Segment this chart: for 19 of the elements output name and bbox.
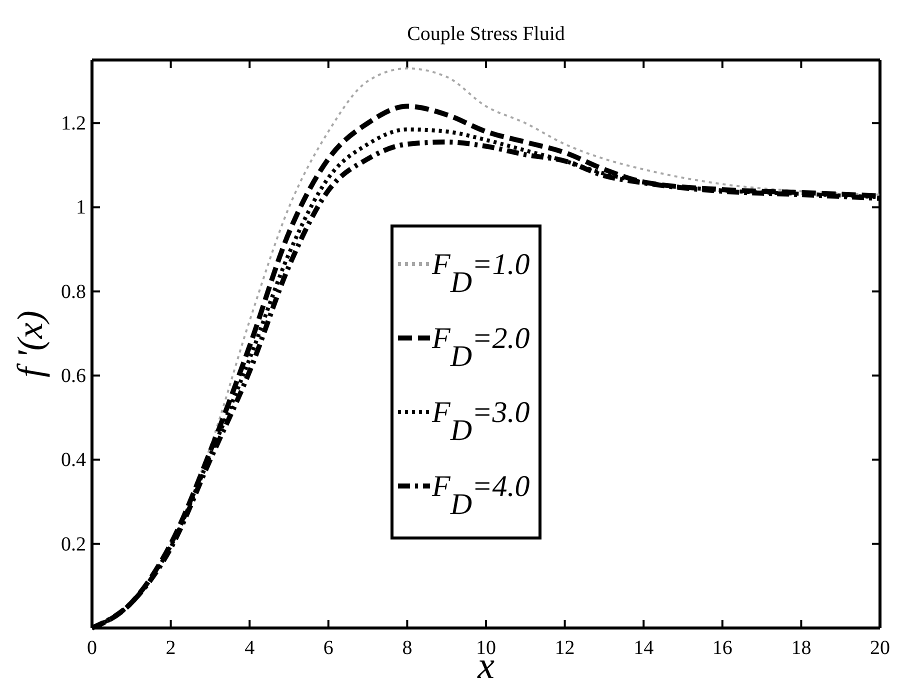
y-tick-label: 0.8 <box>61 280 86 303</box>
x-tick-label: 18 <box>791 637 812 660</box>
x-tick-label: 0 <box>87 637 97 660</box>
y-tick-label: 1.2 <box>61 112 86 135</box>
x-tick-label: 2 <box>166 637 176 660</box>
x-tick-label: 16 <box>712 637 732 660</box>
x-tick-label: 12 <box>554 637 575 660</box>
x-tick-label: 8 <box>402 637 412 660</box>
x-tick-label: 10 <box>476 637 496 660</box>
x-tick-label: 4 <box>244 637 255 660</box>
x-tick-label: 20 <box>870 637 890 660</box>
y-tick-label: 0.2 <box>61 533 86 556</box>
x-tick-label: 14 <box>634 637 654 660</box>
x-tick-label: 6 <box>323 637 334 660</box>
chart-title: Couple Stress Fluid <box>407 23 565 45</box>
y-tick-label: 0.6 <box>61 364 86 387</box>
y-axis-title: f '(x) <box>10 310 50 378</box>
y-tick-label: 1 <box>76 196 86 219</box>
y-tick-label: 0.4 <box>61 449 86 472</box>
